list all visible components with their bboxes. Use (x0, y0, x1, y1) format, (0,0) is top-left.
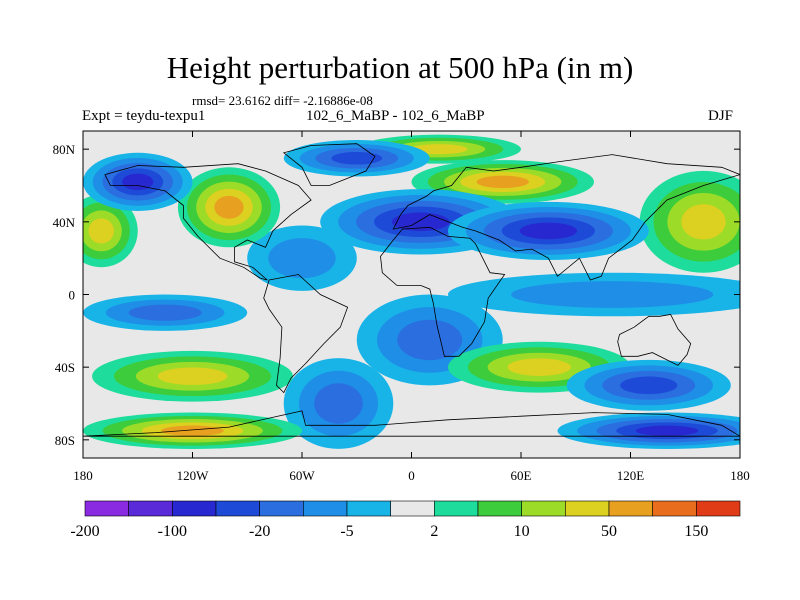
colorbar-swatch (390, 500, 435, 517)
experiment-label: Expt = teydu-texpu1 (82, 108, 206, 124)
colorbar-label: 10 (514, 523, 530, 540)
field-contour (122, 173, 154, 191)
coastline (83, 410, 740, 437)
field-contour (161, 425, 224, 436)
stats-label: rmsd= 23.6162 diff= -2.16886e-08 (192, 93, 373, 108)
colorbar-label: 50 (601, 523, 617, 540)
colorbar-label: -5 (340, 523, 353, 540)
colorbar-swatch (565, 500, 610, 517)
x-tick-label: 60W (289, 468, 315, 483)
colorbar-swatch (652, 500, 697, 517)
coastline (392, 154, 740, 281)
y-tick-label: 0 (69, 288, 76, 303)
x-tick-label: 180 (730, 468, 750, 483)
y-tick-label: 80N (53, 142, 76, 157)
x-tick-label: 180 (73, 468, 93, 483)
coastline (617, 314, 692, 366)
colorbar-label: -100 (158, 523, 187, 540)
colorbar-swatch (84, 500, 129, 517)
axes: 180 120W 60W 0 60E 120E 180 80N 40N 0 40S 80S (53, 131, 750, 483)
field-contour (128, 304, 202, 321)
field-contour (331, 151, 383, 165)
field-contour (507, 358, 571, 376)
field-contour (476, 175, 529, 189)
y-tick-label: 40N (53, 215, 76, 230)
colorbar-swatch (172, 500, 217, 517)
colorbar-swatch (477, 500, 522, 517)
x-tick-label: 0 (408, 468, 415, 483)
height-field (83, 131, 740, 458)
coastline (104, 163, 312, 281)
colorbar-label: -20 (249, 523, 270, 540)
field-contour (397, 319, 463, 361)
field-contour (635, 425, 699, 436)
colorbar-swatch (434, 500, 479, 517)
y-tick-label: 80S (55, 433, 75, 448)
colorbar: -200 -100 -20 -5 2 10 50 150 (70, 500, 741, 540)
colorbar-swatch (128, 500, 173, 517)
runs-label: 102_6_MaBP - 102_6_MaBP (306, 108, 485, 124)
x-tick-label: 120E (617, 468, 645, 483)
field-contour (681, 204, 726, 240)
colorbar-swatch (215, 500, 260, 517)
y-tick-label: 40S (55, 360, 75, 375)
coastline (380, 226, 506, 357)
coastline (282, 143, 376, 186)
colorbar-swatch (521, 500, 566, 517)
colorbar-label: -200 (70, 523, 99, 540)
field-contour (511, 281, 714, 308)
field-contour (157, 367, 228, 386)
colorbar-swatch (346, 500, 391, 517)
x-tick-label: 120W (177, 468, 210, 483)
field-contour (214, 195, 244, 219)
chart-title: Height perturbation at 500 hPa (in m) (166, 50, 634, 85)
colorbar-label: 150 (684, 523, 708, 540)
field-contour (519, 222, 578, 240)
coastline (263, 274, 349, 394)
colorbar-swatch (303, 500, 348, 517)
colorbar-swatch (259, 500, 304, 517)
field-contour (620, 376, 678, 395)
coastlines (83, 143, 740, 437)
season-label: DJF (708, 108, 734, 124)
colorbar-label: 2 (430, 523, 438, 540)
x-tick-label: 60E (511, 468, 532, 483)
field-contour (88, 218, 114, 244)
colorbar-swatch (696, 500, 741, 517)
field-contour (314, 383, 363, 424)
field-contour (268, 238, 336, 279)
colorbar-swatch (608, 500, 653, 517)
